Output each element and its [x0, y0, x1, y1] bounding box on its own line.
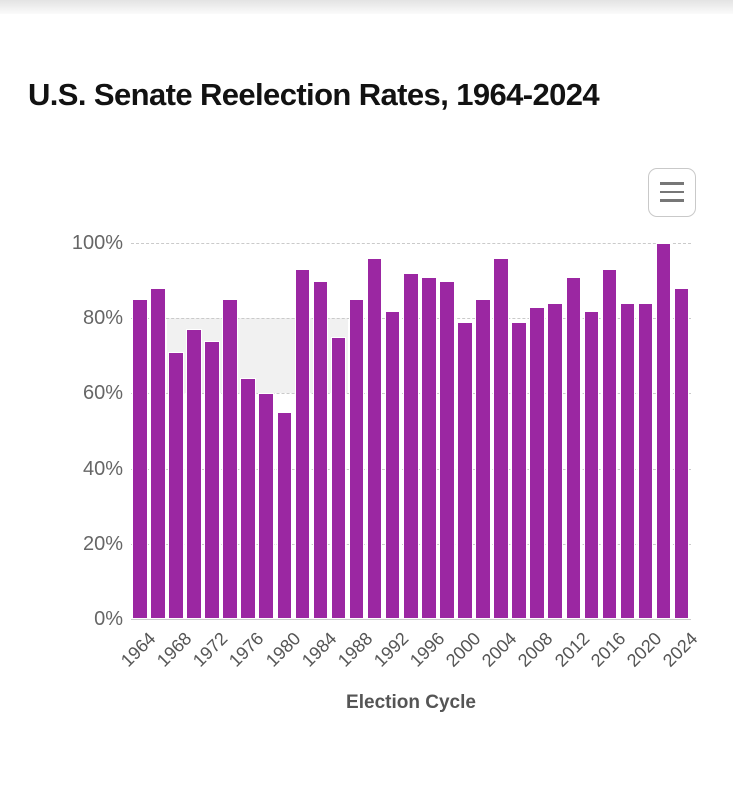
bar-2006[interactable] [511, 321, 527, 619]
bar-2000[interactable] [457, 321, 473, 619]
y-tick-label-100: 100% [71, 232, 123, 254]
bar-1970[interactable] [186, 329, 202, 619]
bar-1974[interactable] [222, 299, 238, 619]
bar-1994[interactable] [402, 273, 419, 619]
y-tick-label-0: 0% [94, 608, 123, 630]
bar-1968[interactable] [168, 352, 184, 619]
bar-2014[interactable] [583, 310, 600, 619]
bar-1988[interactable] [348, 299, 365, 619]
x-axis-title: Election Cycle [346, 692, 476, 713]
bar-2010[interactable] [547, 303, 564, 619]
bar-1998[interactable] [439, 280, 455, 619]
plot-area: 0% 20% 40% 60% 80% 100% 1964 1968 1972 1976 1980 19… [0, 140, 733, 740]
bar-1978[interactable] [258, 393, 274, 619]
bar-1982[interactable] [294, 269, 311, 619]
page-top-strip [0, 0, 733, 14]
bar-1986[interactable] [330, 337, 347, 619]
bar-1966[interactable] [150, 288, 166, 619]
bar-2016[interactable] [601, 269, 618, 619]
vertical-scrollbar-thumb[interactable] [714, 373, 733, 576]
page-title: U.S. Senate Reelection Rates, 1964-2024 [28, 76, 600, 112]
bar-2018[interactable] [619, 303, 636, 619]
bar-1964[interactable] [132, 299, 148, 619]
hamburger-icon [660, 182, 684, 203]
bar-2022[interactable] [655, 243, 672, 619]
y-tick-label-60: 60% [82, 382, 123, 405]
bar-2012[interactable] [565, 276, 582, 619]
y-tick-label-20: 20% [82, 532, 123, 555]
bar-1972[interactable] [204, 340, 220, 619]
bar-1990[interactable] [366, 258, 383, 619]
bar-2002[interactable] [475, 299, 491, 619]
chart-context-menu-button[interactable] [648, 168, 696, 217]
bar-2008[interactable] [529, 306, 545, 619]
bar-2020[interactable] [637, 303, 654, 619]
y-tick-label-80: 80% [82, 307, 123, 330]
bar-1984[interactable] [312, 280, 329, 619]
x-axis-line [131, 619, 691, 620]
bar-2004[interactable] [493, 258, 509, 619]
bar-1976[interactable] [240, 378, 256, 619]
reelection-rates-chart: 0% 20% 40% 60% 80% 100% 1964 1968 1972 1976 1980 19… [0, 140, 733, 740]
bar-1996[interactable] [421, 276, 437, 619]
bar-2024[interactable] [673, 288, 690, 619]
bar-1980[interactable] [276, 412, 293, 619]
y-tick-label-40: 40% [82, 457, 123, 480]
bar-1992[interactable] [384, 310, 401, 619]
gridline-100 [131, 243, 691, 244]
